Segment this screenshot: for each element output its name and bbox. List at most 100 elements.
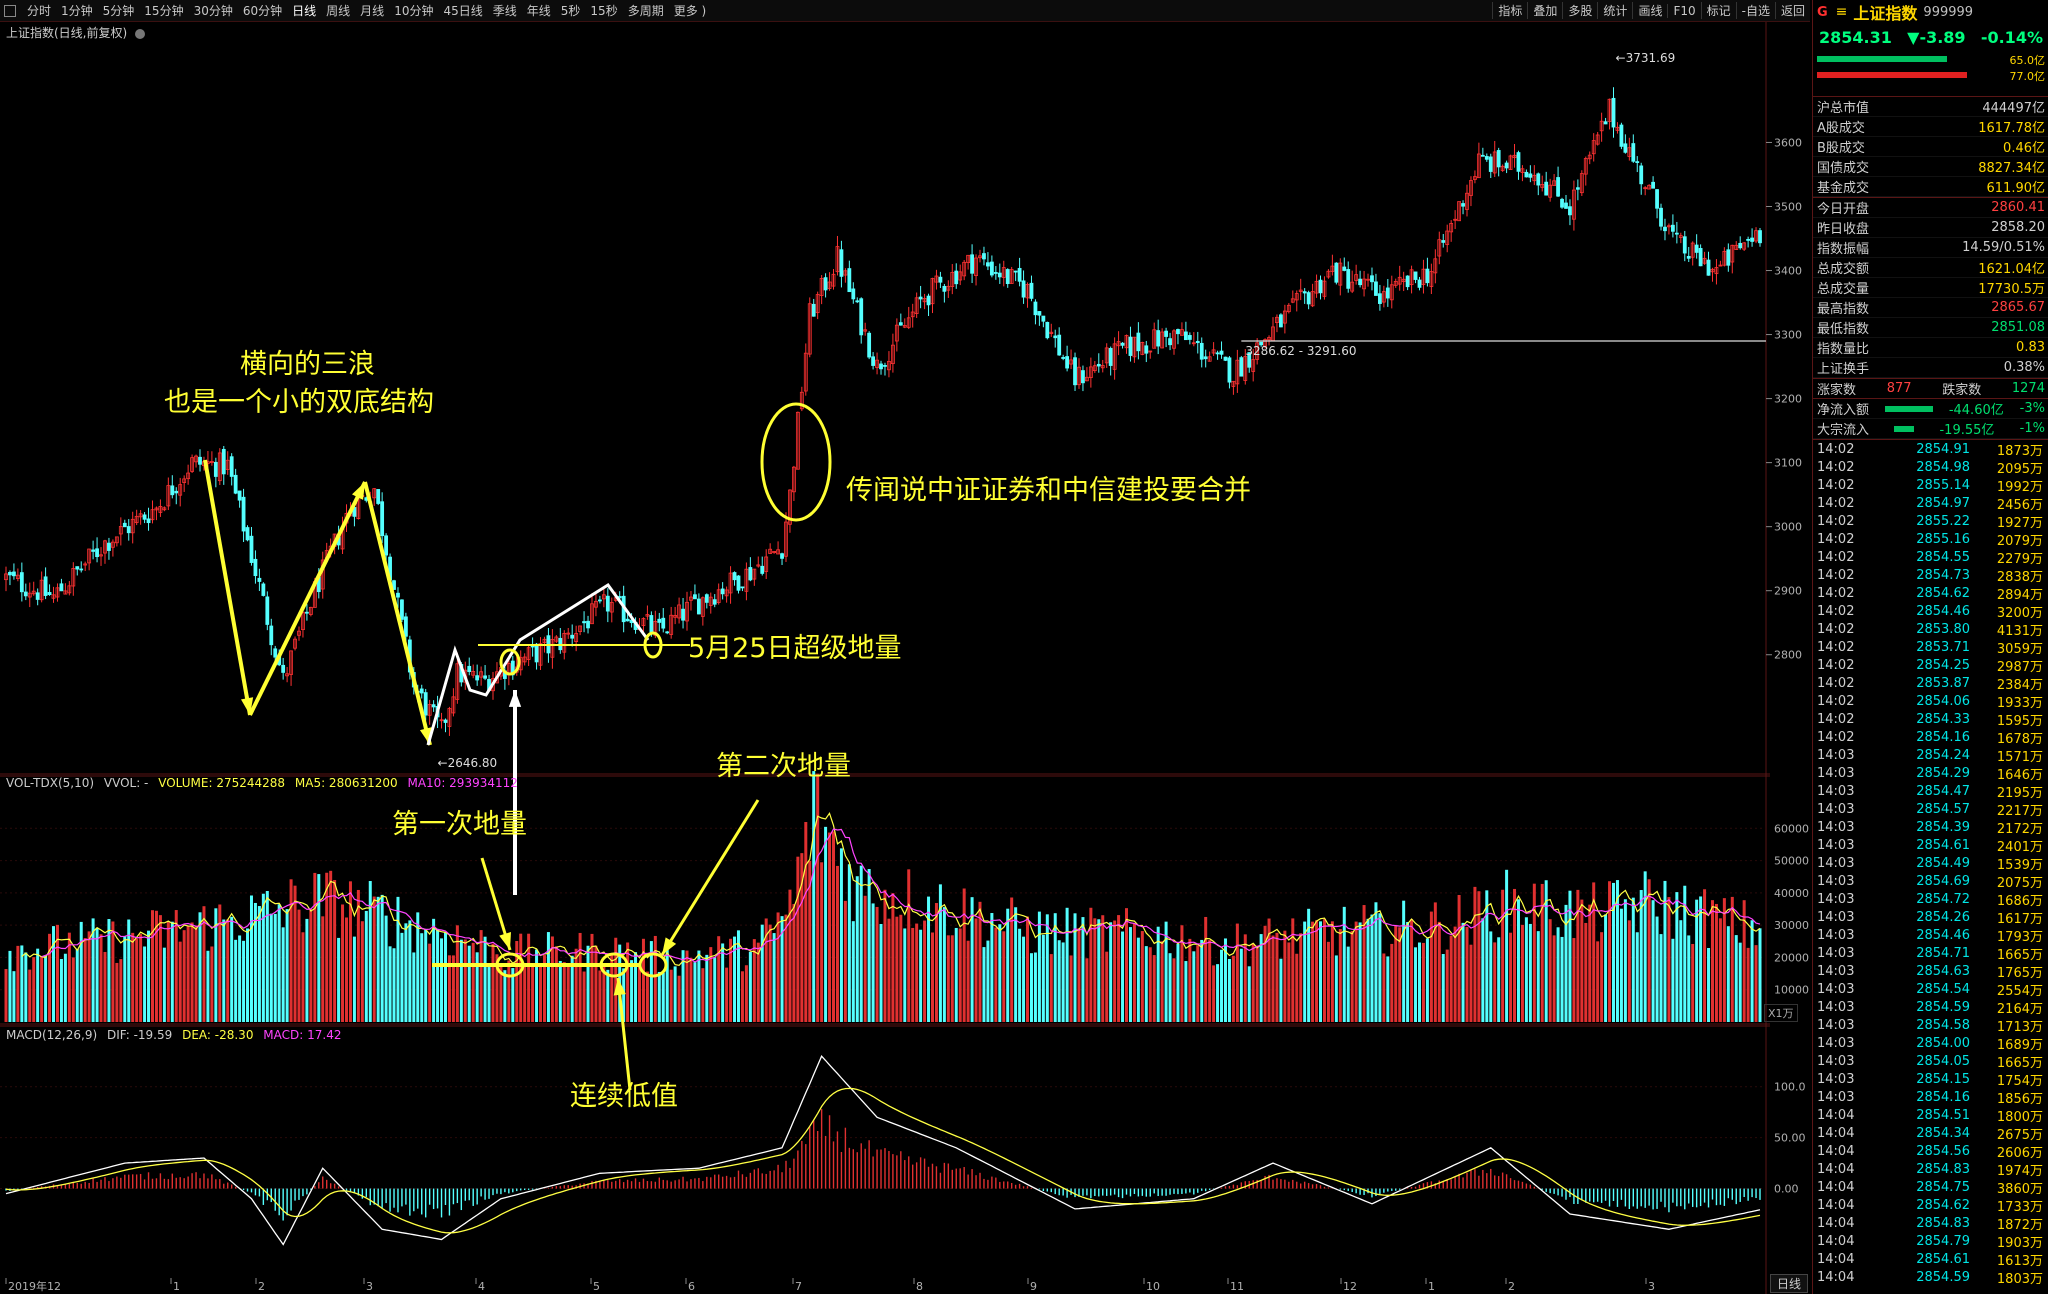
tick-time: 14:03 xyxy=(1817,1017,1855,1033)
toolbar-tool-button[interactable]: 标记 xyxy=(1700,2,1736,19)
period-tab[interactable]: 30分钟 xyxy=(193,4,233,18)
axis-labels: 2800 2900 3000 3100 3200 3300 3400 3500 3600 1000… xyxy=(8,136,1809,1293)
period-tab[interactable]: 多周期 xyxy=(627,4,664,18)
volume-bar xyxy=(752,939,756,1022)
period-tab[interactable]: 10分钟 xyxy=(394,4,434,18)
candle-body xyxy=(396,592,400,598)
volume-bar xyxy=(630,960,634,1022)
period-tab[interactable]: 分时 xyxy=(27,4,52,18)
period-tab[interactable]: 5分钟 xyxy=(102,4,135,18)
volume-bar xyxy=(1714,903,1718,1022)
period-tab[interactable]: 日线 xyxy=(292,4,317,18)
candle-body xyxy=(1706,259,1711,276)
toolbar-tool-button[interactable]: F10 xyxy=(1667,3,1700,18)
period-tab[interactable]: 周线 xyxy=(326,4,351,18)
tick-price: 2854.59 xyxy=(1916,999,1970,1015)
tick-price: 2854.59 xyxy=(1916,1269,1970,1285)
candle-body xyxy=(934,275,939,283)
volume-bar xyxy=(455,925,459,1022)
stat-value: 0.46亿 xyxy=(2003,141,2045,156)
tick-volume: 2079万 xyxy=(1996,533,2043,549)
window-icon[interactable] xyxy=(4,4,16,17)
period-tab[interactable]: 1分钟 xyxy=(61,4,93,18)
volume-bar xyxy=(214,908,218,1022)
volume-bar xyxy=(158,915,162,1022)
candle-body xyxy=(562,632,567,653)
volume-bar xyxy=(954,927,958,1022)
candle-body xyxy=(1738,242,1743,249)
volume-bar xyxy=(364,910,368,1022)
volume-bar xyxy=(91,918,95,1022)
candle-body xyxy=(795,411,800,470)
volume-bar xyxy=(1259,934,1263,1022)
candle-body xyxy=(823,277,828,291)
vol-indicator-name: VOL-TDX(5,10) xyxy=(6,776,95,790)
tick-volume: 2894万 xyxy=(1996,587,2043,603)
stat-value: 0.83 xyxy=(2016,340,2045,355)
candle-body xyxy=(704,594,709,603)
tick-time: 14:02 xyxy=(1817,621,1855,637)
candle-body xyxy=(447,708,452,727)
period-tab[interactable]: 季线 xyxy=(492,4,517,18)
volume-bar xyxy=(1342,906,1346,1022)
volume-bar xyxy=(210,946,214,1022)
period-tab[interactable]: 月线 xyxy=(360,4,385,18)
candle-body xyxy=(1164,330,1168,337)
candle-body xyxy=(1334,262,1339,283)
tick-price: 2854.57 xyxy=(1916,801,1970,817)
volume-bar xyxy=(835,865,839,1022)
candle-body xyxy=(1758,230,1762,244)
volume-bar xyxy=(123,936,127,1022)
period-tab[interactable]: 45日线 xyxy=(443,4,483,18)
menu-icon[interactable]: ≡ xyxy=(1835,4,1848,20)
volume-bar xyxy=(851,921,855,1022)
candle-body xyxy=(1484,156,1489,160)
volume-bar xyxy=(67,932,71,1022)
settings-icon[interactable] xyxy=(135,28,146,39)
candle-body xyxy=(1290,298,1295,303)
tick-time: 14:03 xyxy=(1817,837,1855,853)
index-stats: 今日开盘 2860.41 昨日收盘 2858.20 指数振幅 14.59/0.51% 总成交… xyxy=(1813,198,2048,379)
tick-list[interactable]: 14:02 2854.91 1873万 14:02 2854.98 2095万 14:02 2… xyxy=(1813,440,2048,1287)
candle-body xyxy=(914,297,919,315)
candle-body xyxy=(1120,342,1125,346)
candle-body xyxy=(1183,331,1188,341)
tick-time: 14:03 xyxy=(1817,891,1855,907)
toolbar-tool-button[interactable]: 多股 xyxy=(1562,2,1597,19)
toolbar-tool-button[interactable]: 统计 xyxy=(1597,2,1632,19)
toolbar-tool-button[interactable]: 返回 xyxy=(1774,2,1810,19)
volume-bar xyxy=(1156,926,1160,1022)
tick-volume: 2384万 xyxy=(1996,677,2043,693)
volume-bar xyxy=(1520,924,1524,1022)
candle-body xyxy=(1615,126,1620,131)
candle-body xyxy=(1203,356,1208,360)
tick-row: 14:02 2854.62 2894万 xyxy=(1813,584,2048,603)
volume-bar xyxy=(356,889,360,1022)
y-tick-label: 2900 xyxy=(1774,585,1802,598)
period-tab[interactable]: 15秒 xyxy=(590,4,618,18)
candle-body xyxy=(803,352,808,392)
volume-bar xyxy=(792,904,796,1022)
volume-bar xyxy=(337,937,341,1022)
period-tab[interactable]: 更多 ) xyxy=(673,4,707,18)
candle-body xyxy=(297,630,301,636)
tick-row: 14:04 2854.56 2606万 xyxy=(1813,1142,2048,1161)
period-tab[interactable]: 5秒 xyxy=(560,4,581,18)
volume-bar xyxy=(487,967,491,1022)
toolbar-tool-button[interactable]: 叠加 xyxy=(1527,2,1562,19)
volume-bar xyxy=(1081,917,1085,1022)
period-tab[interactable]: 年线 xyxy=(526,4,551,18)
toolbar-tool-button[interactable]: -自选 xyxy=(1735,2,1775,19)
volume-bar xyxy=(519,933,523,1022)
tick-row: 14:03 2854.16 1856万 xyxy=(1813,1088,2048,1107)
tick-row: 14:02 2854.16 1678万 xyxy=(1813,728,2048,747)
period-tab[interactable]: 60分钟 xyxy=(242,4,283,18)
annotation-second-low-volume: 第二次地量 xyxy=(716,751,851,782)
period-tab[interactable]: 15分钟 xyxy=(144,4,184,18)
tick-time: 14:03 xyxy=(1817,873,1855,889)
daily-period-button[interactable]: 日线 xyxy=(1770,1274,1809,1293)
toolbar-tool-button[interactable]: 指标 xyxy=(1492,2,1527,19)
toolbar-tool-button[interactable]: 画线 xyxy=(1632,2,1667,19)
stat-row: 今日开盘 2860.41 xyxy=(1813,198,2048,218)
